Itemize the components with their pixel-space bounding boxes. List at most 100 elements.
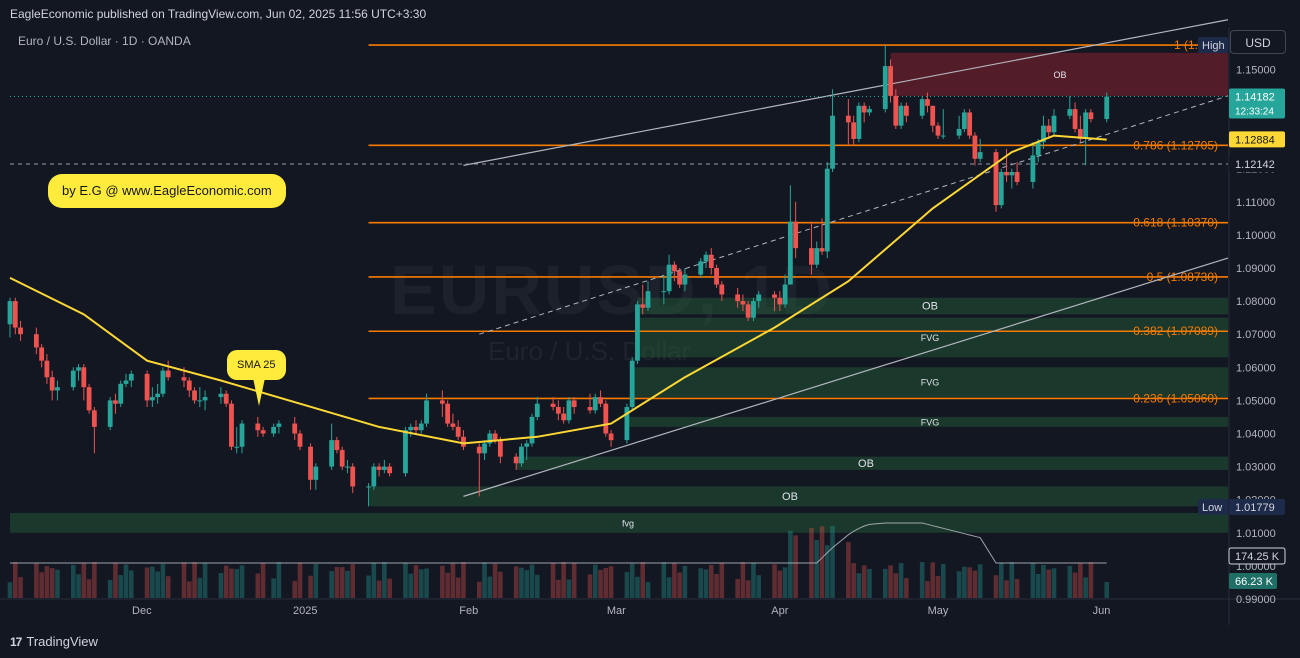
- volume-bar: [888, 565, 893, 598]
- zone-0: [890, 52, 1228, 96]
- candle-body: [930, 105, 936, 126]
- candle-body: [592, 397, 598, 411]
- volume-bar: [1078, 563, 1083, 598]
- volume-bar: [223, 565, 229, 598]
- volume-bar: [1009, 562, 1015, 598]
- volume-bar: [339, 567, 345, 598]
- candle-body: [925, 99, 930, 106]
- candle-body: [118, 383, 124, 404]
- volume-bar: [76, 574, 81, 598]
- candle-body: [33, 334, 39, 348]
- volume-bar: [271, 578, 276, 598]
- candle-body: [160, 370, 166, 394]
- volume-bar: [234, 569, 240, 598]
- volume-bar: [904, 578, 909, 598]
- candle-body: [1046, 125, 1052, 133]
- candle-body: [677, 271, 683, 285]
- zone-5: [516, 456, 1228, 470]
- candle-body: [735, 294, 741, 302]
- candle-body: [777, 297, 783, 305]
- candle-body: [666, 264, 672, 292]
- x-tick-label: Dec: [132, 605, 152, 617]
- volume-bar: [107, 580, 113, 598]
- channel-lower-line: [463, 257, 1229, 497]
- candle-body: [830, 115, 835, 169]
- volume-bar: [413, 565, 419, 598]
- volume-bar: [846, 542, 851, 598]
- candle-body: [497, 440, 503, 457]
- candle-body: [371, 466, 377, 487]
- candle-body: [107, 400, 113, 427]
- candle-body: [403, 430, 408, 474]
- volume-bar: [772, 564, 777, 598]
- volume-bar: [334, 566, 340, 598]
- volume-bar: [830, 526, 835, 598]
- candle-body: [260, 430, 266, 434]
- volume-bar: [561, 562, 566, 598]
- candle-body: [450, 423, 456, 427]
- volume-bar: [661, 562, 667, 598]
- candle-body: [756, 294, 762, 302]
- volume-bar: [708, 564, 714, 598]
- candle-body: [155, 393, 161, 398]
- volume-bar: [1046, 569, 1052, 598]
- candle-body: [1088, 112, 1094, 120]
- volume-bar: [571, 562, 577, 598]
- volume-bar: [751, 562, 756, 598]
- volume-bar: [740, 562, 746, 598]
- volume-bar: [640, 562, 646, 598]
- volume-bar: [925, 581, 930, 598]
- candle-body: [898, 105, 904, 126]
- volume-bar: [424, 568, 429, 598]
- candle-body: [292, 423, 298, 434]
- volume-last-label: 66.23 K: [1235, 576, 1274, 588]
- candle-body: [640, 304, 646, 308]
- tradingview-logo[interactable]: 17 TradingView: [10, 634, 98, 649]
- volume-bar: [81, 562, 87, 598]
- candle-body: [1041, 125, 1046, 143]
- candle-body: [345, 466, 350, 468]
- candle-body: [703, 254, 709, 262]
- volume-bar: [482, 562, 487, 598]
- currency-button[interactable]: USD: [1230, 30, 1286, 54]
- candle-body: [888, 66, 893, 96]
- volume-bar: [382, 562, 387, 598]
- candle-body: [271, 426, 277, 434]
- candle-body: [608, 433, 614, 441]
- volume-bar: [566, 579, 572, 598]
- candle-body: [276, 423, 282, 427]
- volume-bar: [1014, 578, 1020, 598]
- volume-bar: [529, 564, 535, 598]
- volume-bar: [418, 569, 424, 598]
- volume-bar: [350, 564, 356, 598]
- volume-bar: [498, 571, 503, 598]
- volume-bar: [308, 575, 313, 598]
- volume-bar: [39, 572, 44, 598]
- volume-bar: [592, 564, 598, 598]
- zone-label: OB: [782, 491, 798, 503]
- candle-body: [661, 291, 667, 293]
- volume-bar: [371, 562, 377, 598]
- candle-body: [977, 152, 983, 159]
- candle-body: [561, 413, 567, 421]
- volume-bar: [1104, 581, 1110, 598]
- candle-body: [482, 443, 487, 454]
- candle-body: [893, 95, 899, 126]
- volume-bar: [455, 577, 461, 598]
- fib-level-label: 0.618 (1.10370): [1133, 216, 1218, 230]
- candle-body: [787, 221, 793, 285]
- volume-bar: [993, 575, 999, 598]
- volume-average-line: [10, 522, 1107, 564]
- candle-body: [223, 393, 229, 404]
- candle-body: [492, 433, 498, 441]
- candle-body: [856, 105, 862, 139]
- candle-body: [714, 267, 719, 285]
- volume-bar: [1072, 572, 1078, 598]
- candle-body: [740, 301, 746, 305]
- volume-bar: [34, 563, 39, 598]
- volume-bar: [782, 567, 788, 598]
- candle-body: [381, 466, 387, 470]
- candle-body: [1004, 172, 1009, 176]
- volume-bar: [313, 564, 319, 598]
